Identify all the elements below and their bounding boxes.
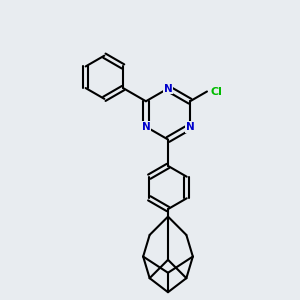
Text: Cl: Cl (211, 86, 222, 97)
Text: N: N (142, 122, 150, 132)
Text: N: N (186, 122, 194, 132)
Text: N: N (164, 83, 172, 94)
